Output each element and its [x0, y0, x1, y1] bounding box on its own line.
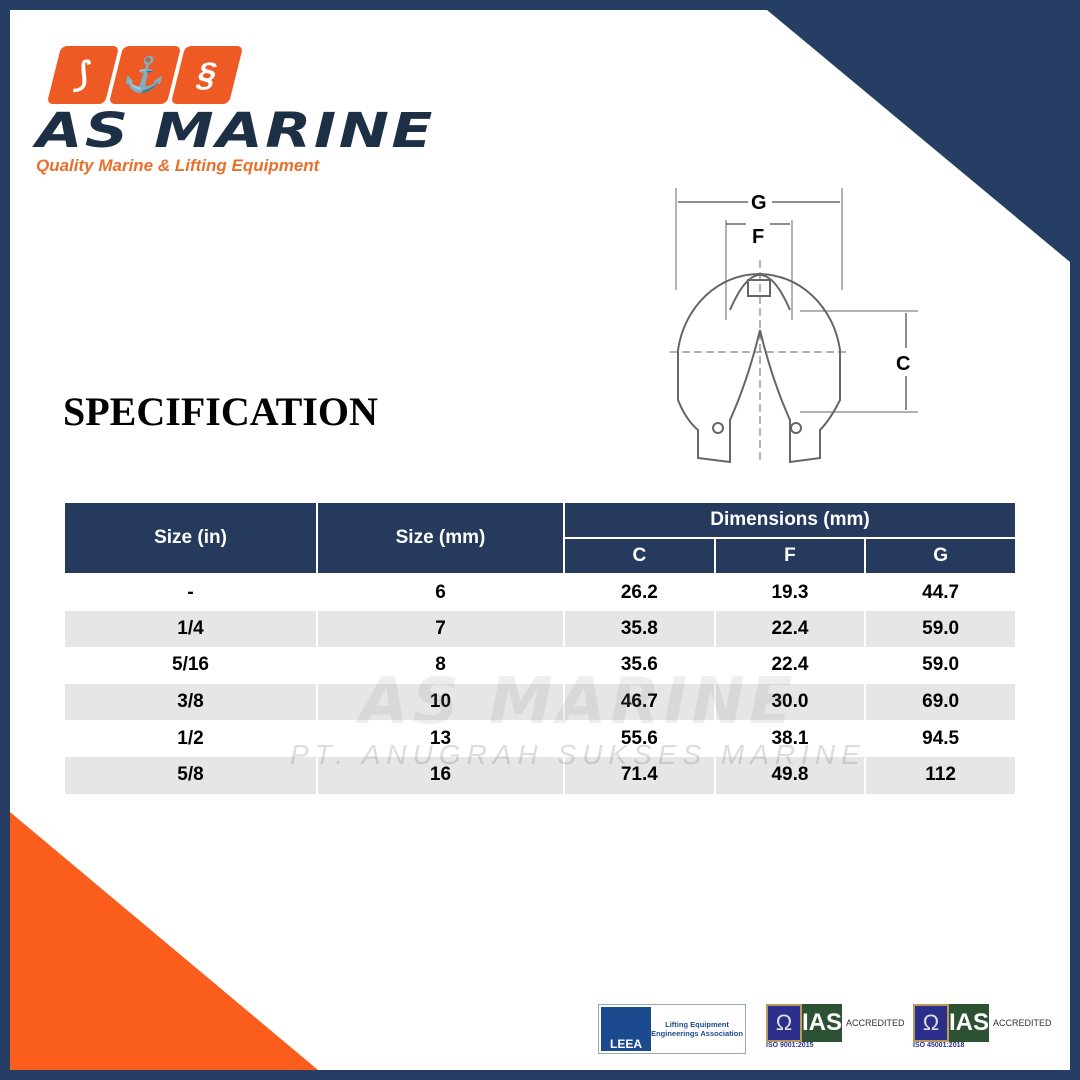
cell-g: 44.7 [864, 574, 1017, 611]
table-row: -6 26.2 19.3 44.7 [63, 574, 1017, 611]
cell-size-in: - [63, 574, 318, 611]
cell-f: 19.3 [713, 574, 867, 611]
cell-c: 71.4 [563, 756, 716, 794]
cell-g: 59.0 [864, 610, 1017, 648]
cell-size-mm: 6 [316, 574, 565, 611]
header-dimensions: Dimensions (mm) [563, 501, 1017, 539]
hook-dimension-diagram: G F C [670, 188, 918, 464]
dimension-label-c: C [896, 353, 910, 375]
ias-logo-icon: Ω [766, 1004, 802, 1042]
header-size-in: Size (in) [63, 501, 318, 575]
ias-iso9001-badge: Ω IAS ACCREDITED ISO 9001:2015 [766, 1004, 905, 1049]
cell-size-in: 1/2 [63, 720, 318, 757]
cell-g: 59.0 [864, 647, 1017, 684]
table-row: 5/8 16 71.4 49.8 112 [63, 756, 1017, 794]
ias-brand: IAS [949, 1004, 989, 1042]
cell-g: 94.5 [864, 720, 1017, 757]
header-g: G [864, 537, 1017, 575]
cell-size-mm: 8 [316, 647, 565, 684]
ias-brand: IAS [802, 1004, 842, 1042]
ias-iso-label: ISO 9001:2015 [766, 1042, 814, 1049]
header-size-mm: Size (mm) [316, 501, 565, 575]
table-row: 5/16 8 35.6 22.4 59.0 [63, 647, 1017, 684]
cell-size-mm: 7 [316, 610, 565, 648]
ias-iso-label: ISO 45001:2018 [913, 1042, 965, 1049]
cell-g: 69.0 [864, 683, 1017, 721]
leea-text: Lifting Equipment Engineerings Associati… [651, 1020, 743, 1038]
cell-c: 46.7 [563, 683, 716, 721]
ias-iso45001-badge: Ω IAS ACCREDITED ISO 45001:2018 [913, 1004, 1052, 1049]
cell-g: 112 [864, 756, 1017, 794]
brand-tagline: Quality Marine & Lifting Equipment [36, 156, 320, 175]
cell-size-mm: 10 [316, 683, 565, 721]
dimension-label-f: F [752, 226, 764, 248]
cell-f: 22.4 [713, 647, 867, 684]
brand-name: AS MARINE [36, 103, 435, 159]
dimension-label-g: G [751, 192, 767, 214]
cell-f: 49.8 [713, 756, 867, 794]
header-f: F [713, 537, 867, 575]
header-c: C [563, 537, 716, 575]
ias-logo-icon: Ω [913, 1004, 949, 1042]
ias-accredited: ACCREDITED [993, 1018, 1052, 1028]
cell-c: 35.8 [563, 610, 716, 648]
cell-size-in: 5/16 [63, 647, 318, 684]
anchor-icon: ⚓ [108, 46, 182, 104]
page-title: SPECIFICATION [63, 389, 378, 434]
table-row: 3/8 10 46.7 30.0 69.0 [63, 683, 1017, 721]
table-row: 1/4 7 35.8 22.4 59.0 [63, 610, 1017, 648]
cell-f: 30.0 [713, 683, 867, 721]
table-row: 1/2 13 55.6 38.1 94.5 [63, 720, 1017, 757]
ias-accredited: ACCREDITED [846, 1018, 905, 1028]
brand-logo: ⟆ ⚓ § AS MARINE Quality Marine & Lifting… [36, 46, 432, 176]
cell-f: 38.1 [713, 720, 867, 757]
specification-table: Size (in) Size (mm) Dimensions (mm) C F … [63, 501, 1017, 794]
cell-size-in: 1/4 [63, 610, 318, 648]
cell-size-mm: 13 [316, 720, 565, 757]
rope-icon: ⟆ [46, 46, 120, 104]
cell-c: 35.6 [563, 647, 716, 684]
leea-badge: LEEA Lifting Equipment Engineerings Asso… [598, 1004, 746, 1054]
cell-c: 55.6 [563, 720, 716, 757]
chain-icon: § [170, 46, 244, 104]
cell-size-in: 5/8 [63, 756, 318, 794]
cell-f: 22.4 [713, 610, 867, 648]
cell-size-in: 3/8 [63, 683, 318, 721]
leea-mark: LEEA [601, 1007, 651, 1051]
cell-size-mm: 16 [316, 756, 565, 794]
cell-c: 26.2 [563, 574, 716, 611]
